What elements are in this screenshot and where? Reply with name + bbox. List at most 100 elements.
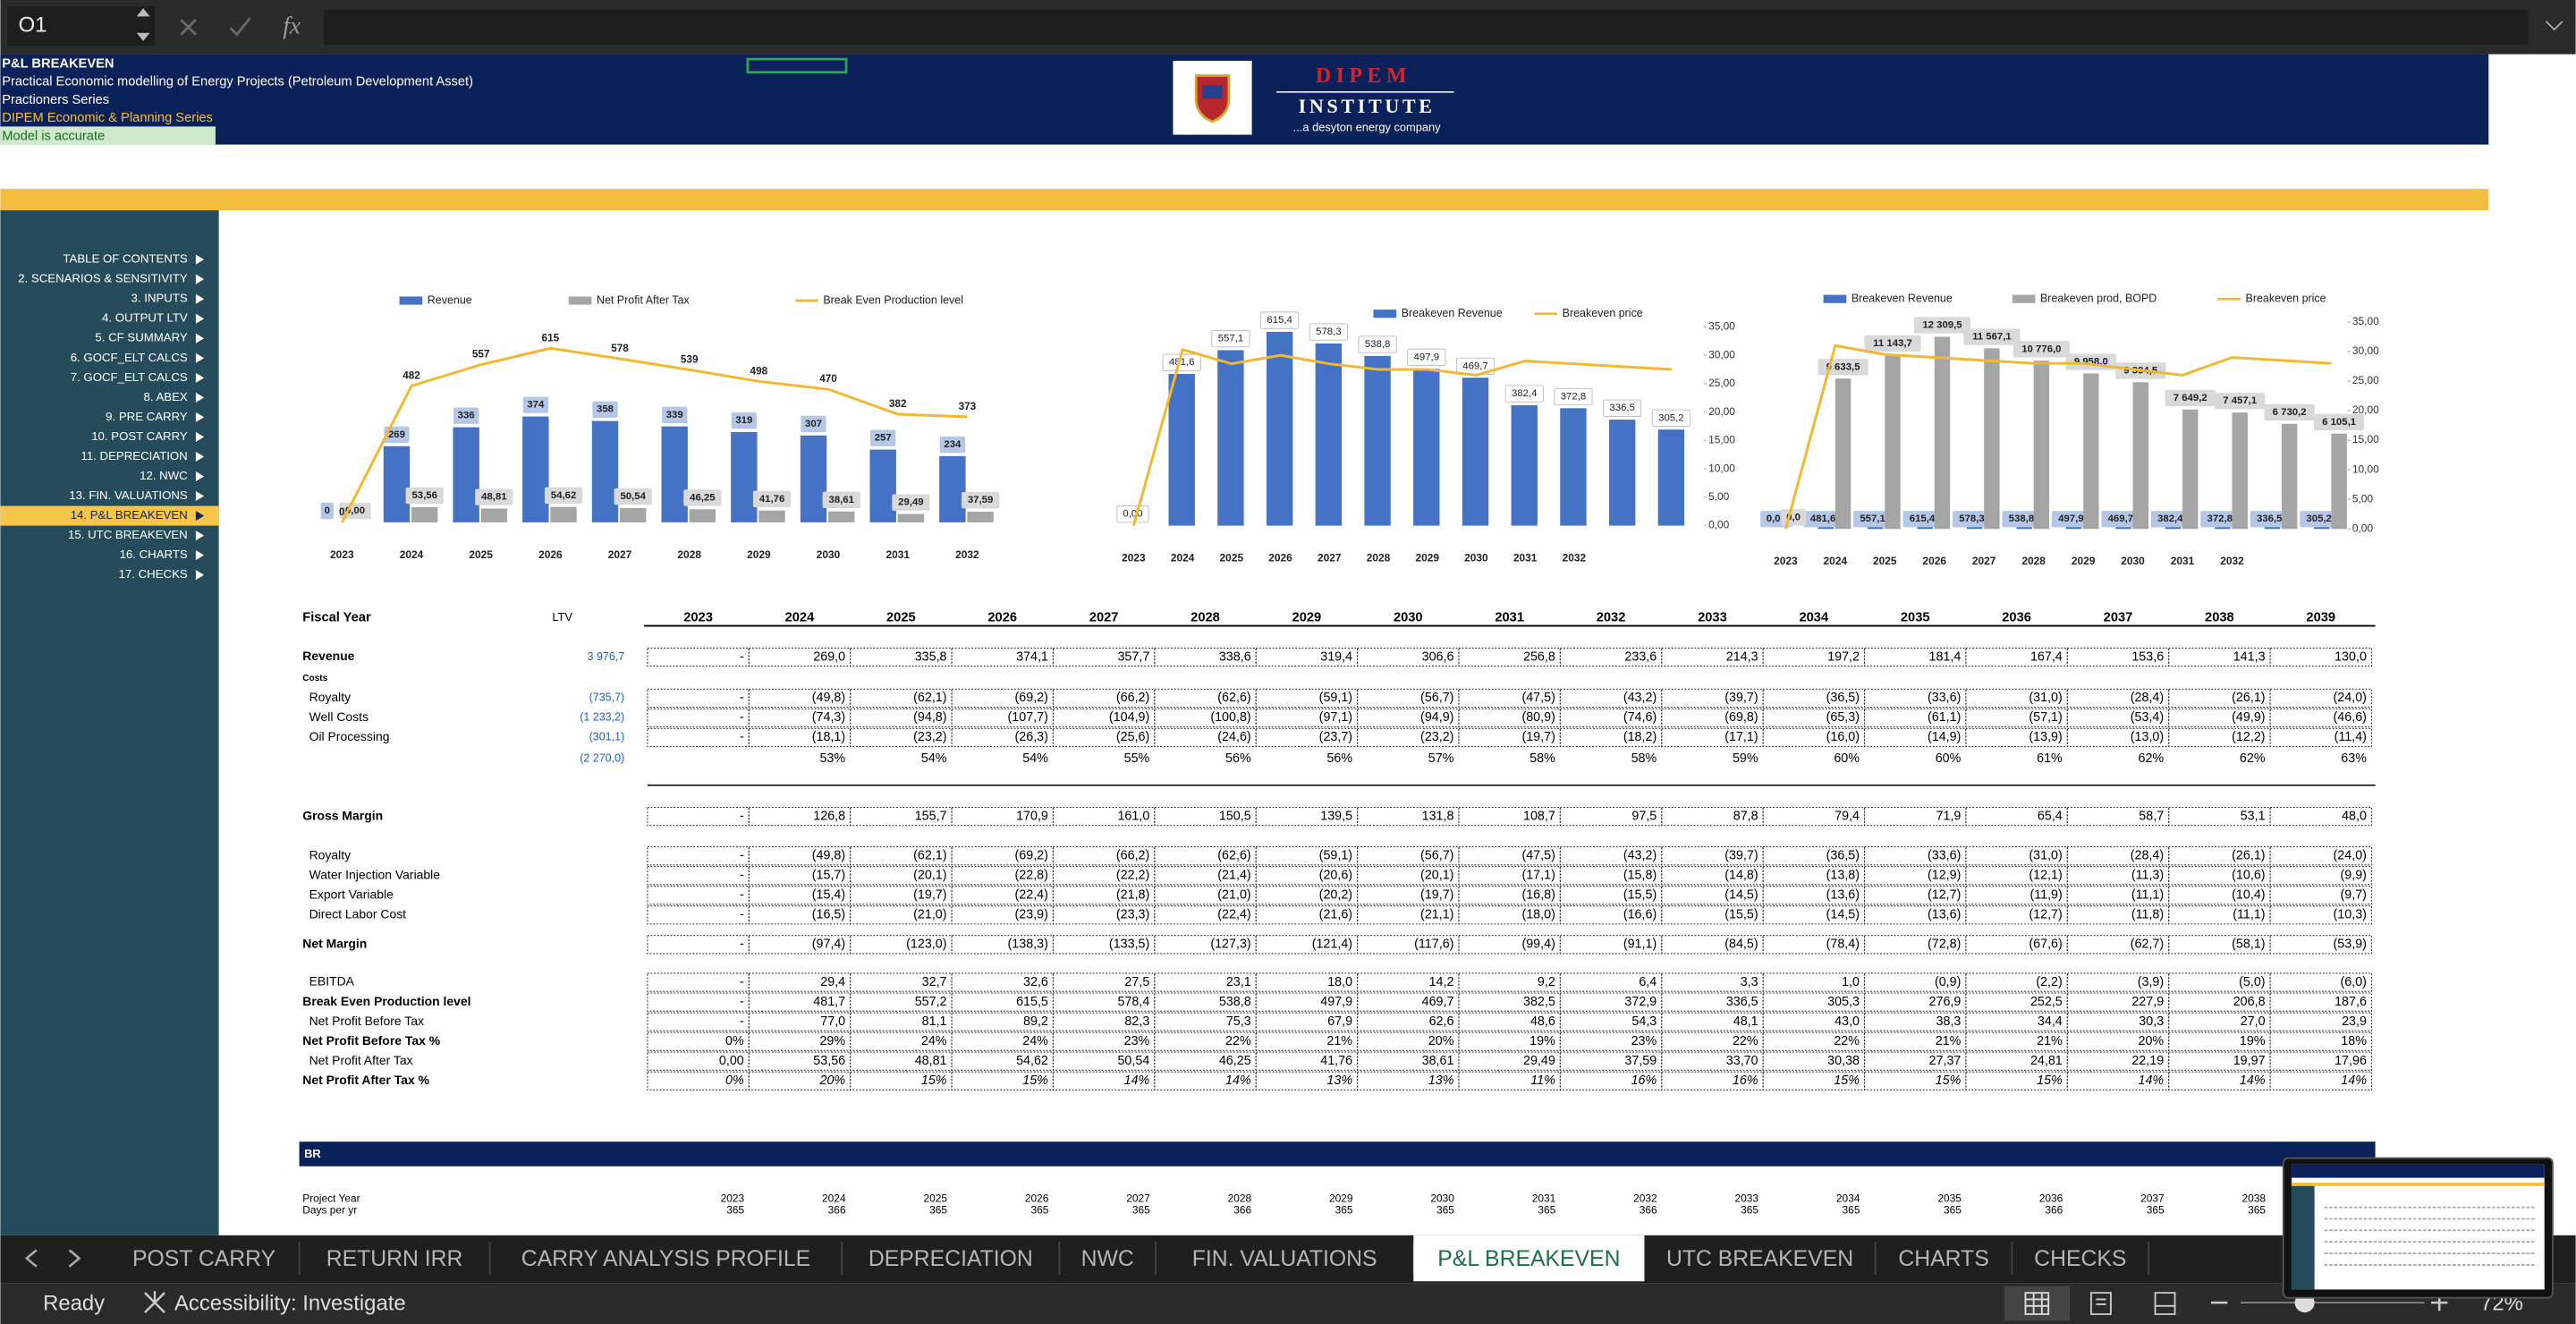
table-cell bbox=[748, 846, 852, 866]
normal-view-button[interactable] bbox=[2004, 1286, 2071, 1321]
name-box[interactable] bbox=[6, 6, 156, 47]
nav-item[interactable]: 15. UTC BREAKEVEN bbox=[68, 528, 188, 541]
legend-label: Breakeven Revenue bbox=[1852, 292, 1953, 304]
data-label: 469,7 bbox=[1462, 361, 1487, 371]
nav-item[interactable]: 2. SCENARIOS & SENSITIVITY bbox=[18, 272, 188, 285]
expand-icon[interactable] bbox=[2545, 21, 2563, 31]
year-header: 2028 bbox=[1191, 610, 1220, 624]
nav-item[interactable]: 8. ABEX bbox=[143, 390, 187, 403]
nav-item[interactable]: TABLE OF CONTENTS bbox=[63, 252, 187, 266]
cell-value: 21% bbox=[1326, 1034, 1352, 1048]
cell-value: (56,7) bbox=[1420, 691, 1453, 705]
cell-value: (100,8) bbox=[1210, 710, 1250, 725]
data-label: 382,4 bbox=[1512, 388, 1537, 399]
data-label: 29,49 bbox=[898, 497, 923, 508]
nav-item[interactable]: 11. DEPRECIATION bbox=[80, 449, 187, 463]
bar bbox=[2232, 412, 2248, 530]
accessibility-status[interactable]: Accessibility: Investigate bbox=[174, 1291, 406, 1315]
table-cell bbox=[748, 1051, 852, 1071]
bar bbox=[591, 420, 619, 522]
nav-item[interactable]: 4. OUTPUT LTV bbox=[102, 311, 188, 325]
cell-value: 27,37 bbox=[1929, 1054, 1962, 1068]
enter-icon[interactable] bbox=[229, 17, 251, 37]
table-cell bbox=[1458, 708, 1561, 728]
cell-value: 33,70 bbox=[1726, 1054, 1758, 1068]
data-label-box bbox=[683, 489, 722, 506]
sheet-tab[interactable]: P&L BREAKEVEN bbox=[1437, 1247, 1620, 1271]
table-cell bbox=[1255, 806, 1359, 827]
cell-value: 130,0 bbox=[2334, 649, 2367, 664]
bar bbox=[550, 506, 577, 522]
br-year: 2033 bbox=[1735, 1192, 1759, 1205]
nav-item[interactable]: 7. GOCF_ELT CALCS bbox=[71, 370, 188, 384]
table-cell bbox=[1458, 935, 1561, 955]
bar bbox=[897, 513, 925, 522]
table-cell bbox=[2066, 647, 2170, 667]
cancel-icon[interactable] bbox=[180, 18, 197, 36]
nav-item[interactable]: 10. POST CARRY bbox=[91, 429, 188, 443]
name-box-arrows[interactable] bbox=[136, 8, 150, 41]
days-label: Days per yr bbox=[302, 1203, 357, 1216]
fx-icon[interactable]: fx bbox=[283, 12, 301, 39]
sheet-tab[interactable]: DEPRECIATION bbox=[869, 1247, 1033, 1271]
bar bbox=[1413, 369, 1440, 526]
table-cell bbox=[1863, 846, 1967, 866]
selected-cell[interactable] bbox=[746, 57, 848, 74]
nav-item[interactable]: 17. CHECKS bbox=[119, 567, 188, 581]
preview-band bbox=[2291, 1183, 2545, 1186]
sheet-tab[interactable]: FIN. VALUATIONS bbox=[1192, 1247, 1377, 1271]
formula-input[interactable] bbox=[324, 10, 2529, 45]
page-layout-icon[interactable] bbox=[2089, 1292, 2112, 1315]
x-tick-label: 2030 bbox=[817, 548, 841, 561]
nav-item[interactable]: 16. CHARTS bbox=[120, 547, 188, 561]
cell-value: (13,8) bbox=[1826, 868, 1860, 882]
table-cell bbox=[2066, 1012, 2170, 1031]
cell-value: 16% bbox=[1631, 1074, 1657, 1088]
page-break-icon[interactable] bbox=[2154, 1292, 2176, 1315]
nav-item[interactable]: 3. INPUTS bbox=[131, 292, 188, 305]
sheet-tab[interactable]: CHARTS bbox=[1898, 1247, 1988, 1271]
year-header: 2035 bbox=[1901, 610, 1930, 624]
nav-arrow bbox=[195, 451, 205, 462]
cell-value: (58,1) bbox=[2232, 938, 2265, 952]
nav-item[interactable]: 12. NWC bbox=[140, 469, 188, 482]
sheet-tab[interactable]: POST CARRY bbox=[132, 1247, 275, 1271]
bar bbox=[1315, 343, 1343, 526]
cell-value: (123,0) bbox=[906, 938, 946, 952]
sheet-tab[interactable]: CHECKS bbox=[2034, 1247, 2126, 1271]
cell-value: (26,1) bbox=[2232, 691, 2265, 705]
cell-value: 29,49 bbox=[1523, 1054, 1555, 1068]
cell-value: (15,5) bbox=[1623, 888, 1657, 903]
sheet-tab[interactable]: NWC bbox=[1081, 1247, 1134, 1271]
cell-value: 62,6 bbox=[1429, 1014, 1454, 1029]
nav-item[interactable]: 9. PRE CARRY bbox=[106, 410, 188, 423]
legend-label: Breakeven prod, BOPD bbox=[2040, 292, 2157, 304]
cell-value: - bbox=[740, 1014, 744, 1029]
table-cell bbox=[1255, 992, 1359, 1012]
tab-scroll-arrows[interactable] bbox=[24, 1249, 81, 1268]
cell-value: 79,4 bbox=[1835, 809, 1860, 823]
nav-item[interactable]: 5. CF SUMMARY bbox=[95, 331, 187, 344]
br-days: 365 bbox=[1436, 1203, 1454, 1216]
data-label: 50,54 bbox=[620, 491, 646, 502]
cell-value: 14% bbox=[1124, 1074, 1150, 1088]
x-tick-label: 2027 bbox=[608, 548, 632, 561]
brand-series: DIPEM Economic & Planning Series bbox=[2, 111, 213, 125]
line-series bbox=[1131, 347, 1673, 526]
sheet-tab[interactable]: UTC BREAKEVEN bbox=[1666, 1247, 1853, 1271]
nav-item[interactable]: 6. GOCF_ELT CALCS bbox=[71, 351, 188, 364]
table-cell bbox=[748, 866, 852, 886]
data-label: 9 633,5 bbox=[1826, 361, 1861, 372]
sheet-tab[interactable]: RETURN IRR bbox=[326, 1247, 463, 1271]
nav-item[interactable]: 13. FIN. VALUATIONS bbox=[69, 488, 188, 502]
nav-arrow bbox=[195, 392, 205, 403]
table-cell bbox=[1052, 1051, 1156, 1071]
ltv-value: (301,1) bbox=[589, 731, 625, 743]
cell-value: (69,2) bbox=[1015, 848, 1048, 862]
cell-value: (59,1) bbox=[1319, 691, 1352, 705]
cell-value: (12,2) bbox=[2232, 730, 2265, 744]
sheet-tab[interactable]: CARRY ANALYSIS PROFILE bbox=[521, 1247, 810, 1271]
nav-item[interactable]: 14. P&L BREAKEVEN bbox=[71, 508, 188, 522]
table-cell bbox=[2066, 708, 2170, 728]
br-days: 365 bbox=[929, 1203, 947, 1216]
